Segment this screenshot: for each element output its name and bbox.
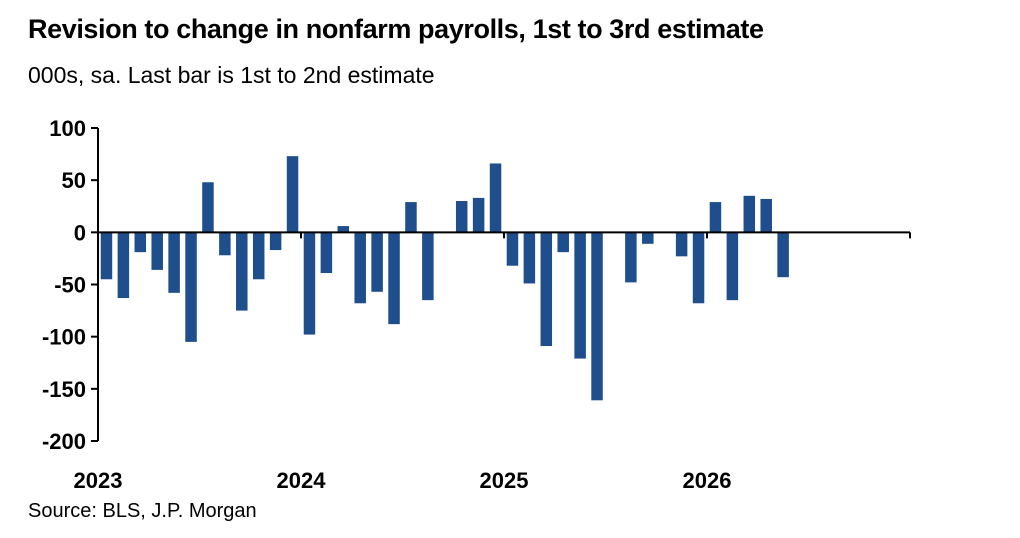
bar [760,198,772,233]
y-tick-label: -200 [42,429,86,454]
bar [777,232,789,278]
y-tick-label: 0 [74,220,86,245]
bar [168,232,180,293]
bar [726,232,739,301]
bar [523,232,536,284]
bar [320,232,333,274]
bar [202,182,214,233]
bar [506,232,519,266]
bar [489,163,502,233]
bar [388,232,400,325]
bar [472,197,485,233]
bar [100,232,113,280]
bar [219,232,231,256]
y-tick-label: 50 [62,168,86,193]
bar [286,156,299,233]
x-tick-label: 2026 [683,468,732,493]
x-tick-label: 2023 [74,468,123,493]
y-tick-label: 100 [49,116,86,141]
bar [303,232,316,335]
bar [185,232,197,342]
bar [709,202,722,233]
bar [151,232,163,270]
x-tick-label: 2024 [277,468,327,493]
bar [540,232,553,347]
bar [134,232,147,253]
source-note: Source: BLS, J.P. Morgan [28,500,257,522]
chart-subtitle: 000s, sa. Last bar is 1st to 2nd estimat… [28,62,435,88]
bar [455,201,468,233]
bar [354,232,366,304]
bar [236,232,248,311]
bar [591,232,603,401]
bar [422,232,434,301]
chart-title: Revision to change in nonfarm payrolls, … [28,14,764,44]
bar [337,226,350,233]
y-tick-label: -50 [54,273,86,298]
bar [743,195,756,233]
bar [692,232,705,304]
y-tick-label: -100 [42,325,86,350]
bar [642,232,654,244]
bar [405,202,417,233]
bar [574,232,586,359]
bar [117,232,130,299]
x-tick-label: 2025 [480,468,529,493]
bar [557,232,569,253]
bar [675,232,688,257]
bar [371,232,383,292]
y-tick-label: -150 [42,377,86,402]
bar [269,232,282,251]
bar [625,232,637,283]
bar [252,232,265,280]
